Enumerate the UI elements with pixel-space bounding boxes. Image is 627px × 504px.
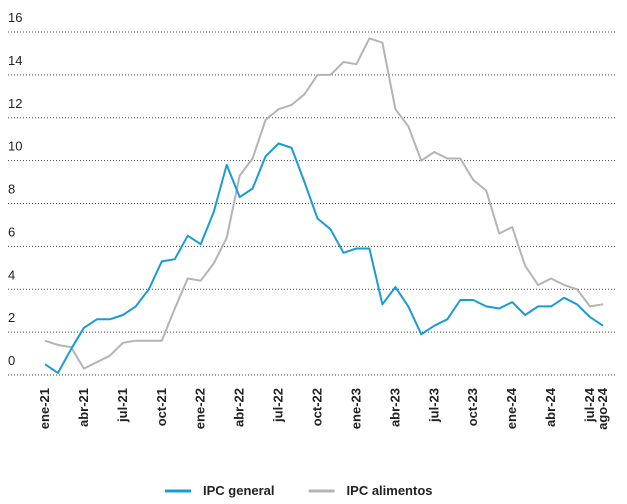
x-tick-label: jul-24 <box>582 387 597 423</box>
series-line <box>44 142 604 374</box>
x-tick-label: oct-21 <box>154 388 169 426</box>
x-tick-label: ene-22 <box>193 388 208 429</box>
x-tick-label: ene-21 <box>37 388 52 429</box>
x-tick-label: ene-23 <box>348 388 363 429</box>
x-tick-label: abr-23 <box>387 388 402 427</box>
legend-label: IPC alimentos <box>347 483 433 498</box>
x-tick-label: ago-24 <box>595 387 610 430</box>
x-tick-label: jul-23 <box>426 388 441 423</box>
y-tick-label: 4 <box>8 267 15 282</box>
y-tick-label: 2 <box>8 310 15 325</box>
y-tick-label: 6 <box>8 224 15 239</box>
x-tick-label: oct-23 <box>465 388 480 426</box>
x-tick-label: jul-21 <box>115 388 130 423</box>
x-tick-label: jul-22 <box>271 388 286 423</box>
y-tick-label: 12 <box>8 96 22 111</box>
y-tick-label: 16 <box>8 10 22 25</box>
x-tick-label: oct-22 <box>310 388 325 426</box>
x-tick-label: ene-24 <box>504 387 519 429</box>
y-tick-label: 8 <box>8 182 15 197</box>
y-tick-label: 14 <box>8 53 22 68</box>
x-tick-label: abr-22 <box>232 388 247 427</box>
x-tick-label: abr-21 <box>76 388 91 427</box>
legend-label: IPC general <box>203 483 275 498</box>
x-tick-label: abr-24 <box>543 387 558 427</box>
series-line <box>44 37 604 370</box>
y-tick-label: 0 <box>8 353 15 368</box>
y-tick-label: 10 <box>8 139 22 154</box>
